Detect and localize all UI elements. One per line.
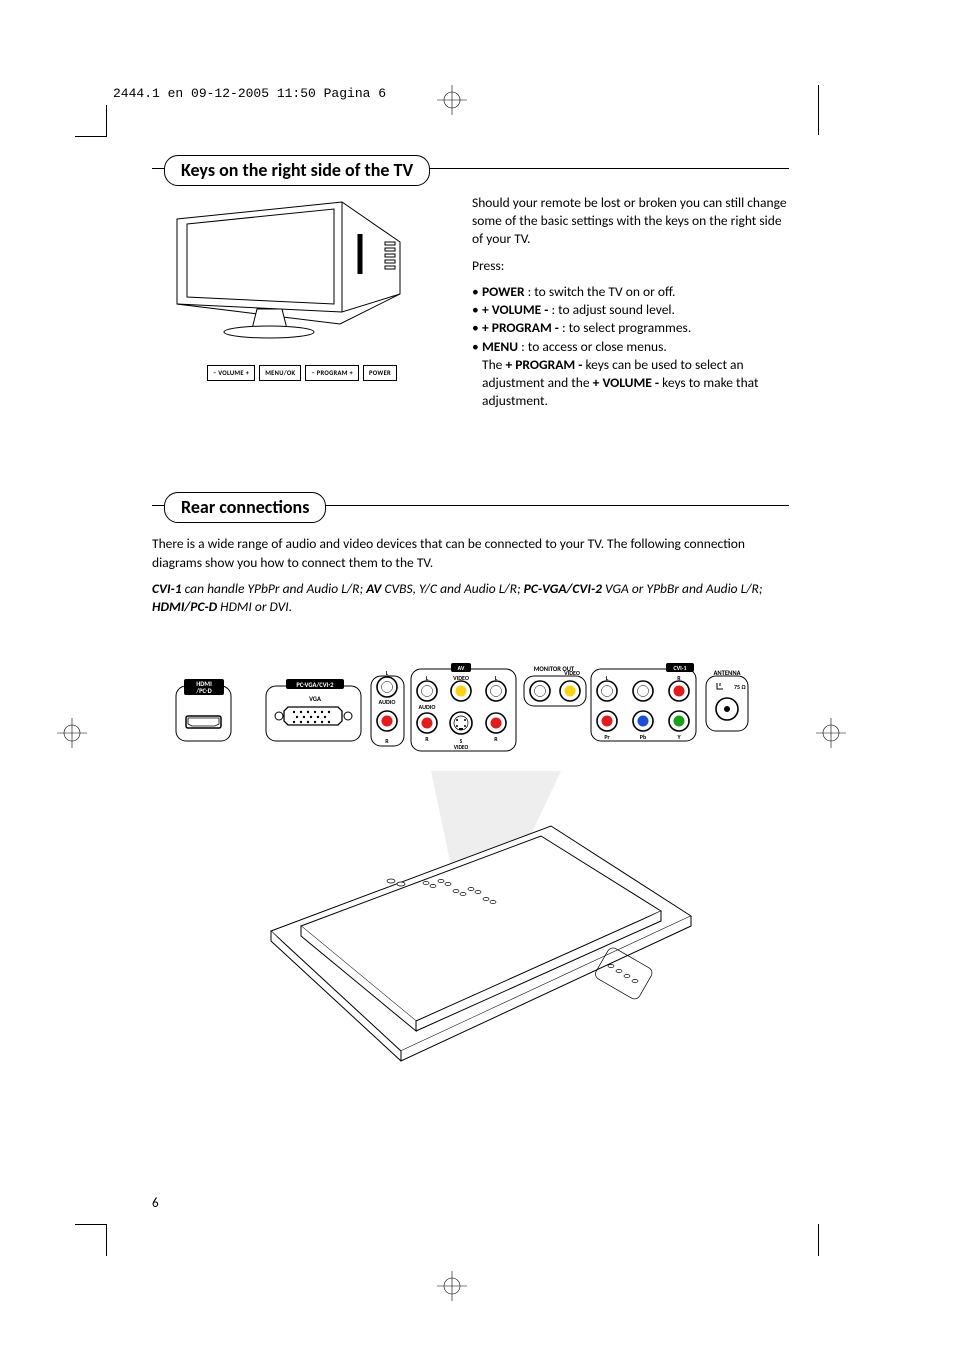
label-power: POWER <box>363 365 397 381</box>
rear-intro: There is a wide range of audio and video… <box>152 535 789 571</box>
label-menu: MENU/OK <box>259 365 301 381</box>
svg-text:Pr: Pr <box>604 733 610 741</box>
list-item: MENU : to access or close menus. The + P… <box>472 338 789 411</box>
svg-text:Pb: Pb <box>639 733 646 741</box>
list-item: + VOLUME - : to adjust sound level. <box>472 301 789 319</box>
svg-text:PC-VGA/CVI-2: PC-VGA/CVI-2 <box>296 681 334 689</box>
press-label: Press: <box>472 257 789 275</box>
svg-text:Y: Y <box>676 733 681 741</box>
section-title-keys: Keys on the right side of the TV <box>164 155 430 186</box>
svg-text:VIDEO: VIDEO <box>564 669 580 677</box>
svg-text:AV: AV <box>457 664 464 672</box>
tv-button-labels: – VOLUME + MENU/OK – PROGRAM + POWER <box>152 365 452 381</box>
list-item: + PROGRAM - : to select programmes. <box>472 319 789 337</box>
list-item: POWER : to switch the TV on or off. <box>472 283 789 301</box>
svg-text:/PC-D: /PC-D <box>195 687 211 695</box>
corner-mark <box>75 1224 107 1256</box>
svg-text:75 Ω: 75 Ω <box>734 683 746 691</box>
crop-mark-bottom <box>437 1271 467 1301</box>
corner-mark <box>75 105 107 137</box>
corner-mark <box>818 1224 819 1256</box>
rear-connector-panel: HDMI /PC-D PC-VGA/CVI-2 VGA <box>171 661 771 761</box>
crop-mark-top <box>437 85 467 115</box>
tv-base-3d-illustration <box>241 771 701 1071</box>
svg-text:CVI-1: CVI-1 <box>673 664 686 672</box>
svg-text:L: L <box>385 669 388 677</box>
svg-text:VIDEO: VIDEO <box>453 745 468 751</box>
rear-spec: CVI-1 can handle YPbPr and Audio L/R; AV… <box>152 580 789 616</box>
svg-text:L: L <box>494 674 497 682</box>
intro-text: Should your remote be lost or broken you… <box>472 194 789 249</box>
svg-text:R: R <box>425 735 429 743</box>
svg-text:R: R <box>494 735 498 743</box>
crop-mark-right <box>816 718 846 748</box>
svg-text:R: R <box>385 737 389 745</box>
tv-side-illustration <box>152 194 412 344</box>
section1-body: Should your remote be lost or broken you… <box>472 194 789 410</box>
page-number: 6 <box>152 1196 159 1211</box>
svg-text:VGA: VGA <box>309 695 321 703</box>
svg-text:ANTENNA: ANTENNA <box>713 669 740 677</box>
corner-mark <box>818 85 819 135</box>
section-title-rear: Rear connections <box>164 492 326 523</box>
crop-mark-left <box>57 718 87 748</box>
svg-text:AUDIO: AUDIO <box>378 698 395 706</box>
print-header: 2444.1 en 09-12-2005 11:50 Pagina 6 <box>113 86 386 101</box>
label-program: – PROGRAM + <box>305 365 359 381</box>
label-volume: – VOLUME + <box>207 365 255 381</box>
svg-text:AUDIO: AUDIO <box>418 703 435 711</box>
